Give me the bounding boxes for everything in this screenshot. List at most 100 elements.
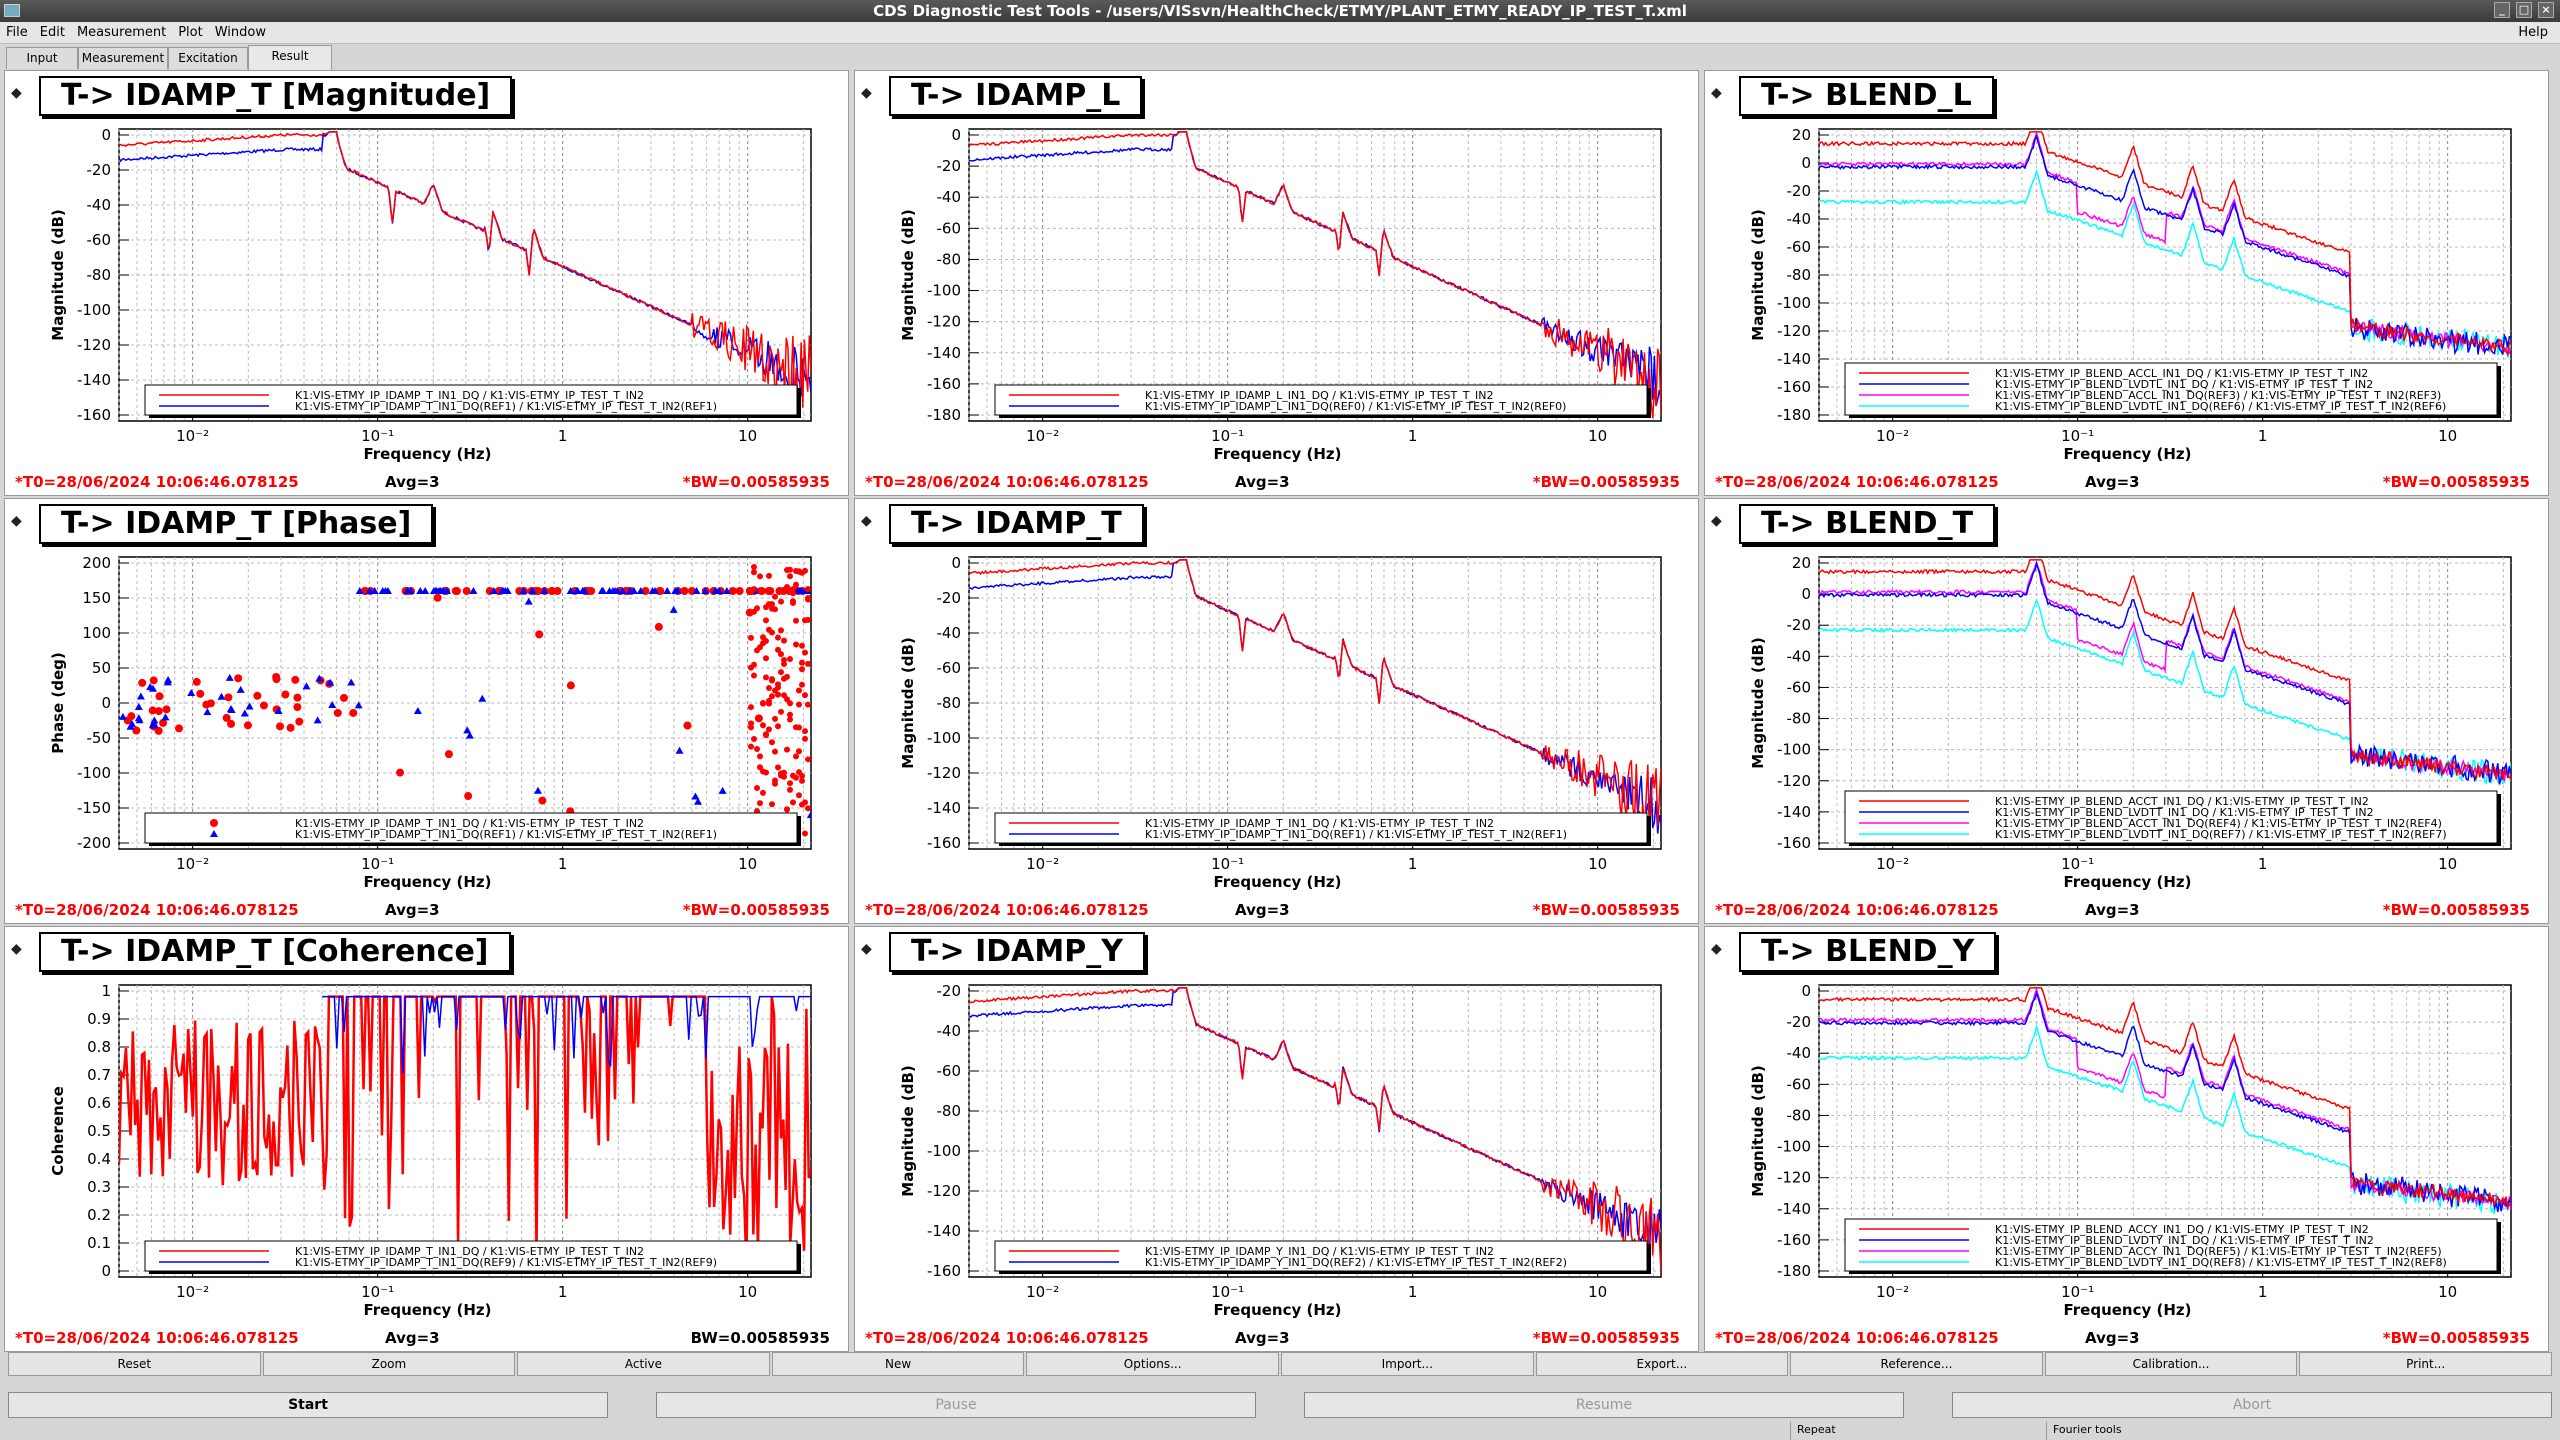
plot-canvas[interactable]: 0 -20 -40 -60 -80 -100 -120 -140 -160 -180 10⁻² 10⁻… bbox=[855, 71, 1699, 496]
button-reference[interactable]: Reference... bbox=[1790, 1352, 2043, 1376]
x-tick-label: 10 bbox=[2438, 427, 2457, 445]
phase-point bbox=[293, 703, 302, 712]
tab-result[interactable]: Result bbox=[248, 45, 332, 70]
phase-point bbox=[805, 701, 811, 708]
y-tick-label: -80 bbox=[937, 694, 962, 712]
plot-panel[interactable]: ◆ 200 150 100 50 0 -50 -100 -150 -200 10⁻² 10⁻¹ 1 10 P… bbox=[4, 498, 849, 924]
phase-point bbox=[187, 688, 196, 696]
tab-measurement[interactable]: Measurement bbox=[78, 47, 168, 69]
button-zoom[interactable]: Zoom bbox=[262, 1352, 516, 1376]
plot-canvas[interactable]: 0 -20 -40 -60 -80 -100 -120 -140 -160 -180 10⁻² 10⁻… bbox=[1705, 927, 2549, 1352]
tab-input[interactable]: Input bbox=[6, 47, 78, 69]
pause-button[interactable]: Pause bbox=[656, 1392, 1256, 1418]
x-tick-label: 1 bbox=[558, 855, 568, 873]
menu-help[interactable]: Help bbox=[2518, 25, 2548, 40]
plot-panel[interactable]: ◆ 0 -20 -40 -60 -80 -100 -120 -140 -160 -180 10⁻² 10… bbox=[1704, 926, 2549, 1352]
button-active[interactable]: Active bbox=[517, 1352, 770, 1376]
abort-button[interactable]: Abort bbox=[1952, 1392, 2552, 1418]
phase-point bbox=[315, 674, 324, 682]
close-button[interactable]: × bbox=[2538, 2, 2554, 18]
phase-point bbox=[802, 692, 808, 699]
plot-canvas[interactable]: 20 0 -20 -40 -60 -80 -100 -120 -140 -160 -180 10⁻² 1… bbox=[1705, 71, 2549, 496]
menu-measurement[interactable]: Measurement bbox=[76, 25, 167, 40]
plot-panel[interactable]: ◆ 20 0 -20 -40 -60 -80 -100 -120 -140 -160 10⁻² 10⁻¹… bbox=[1704, 498, 2549, 924]
panel-select-icon[interactable]: ◆ bbox=[1711, 941, 1722, 957]
x-tick-label: 1 bbox=[1408, 1283, 1418, 1301]
plot-panel[interactable]: ◆ 20 0 -20 -40 -60 -80 -100 -120 -140 -160 -180 10⁻²… bbox=[1704, 70, 2549, 496]
plot-canvas[interactable]: 200 150 100 50 0 -50 -100 -150 -200 10⁻² 10⁻¹ 1 10 Ph… bbox=[5, 499, 849, 924]
plot-panel[interactable]: ◆ 0 -20 -40 -60 -80 -100 -120 -140 -160 10⁻² 10⁻¹ 1 1… bbox=[4, 70, 849, 496]
phase-point bbox=[787, 786, 793, 793]
legend-entry: K1:VIS-ETMY_IP_BLEND_ACCL_IN1_DQ(REF3) /… bbox=[1995, 389, 2441, 402]
x-tick-label: 10⁻² bbox=[176, 855, 209, 873]
button-new[interactable]: New bbox=[771, 1352, 1025, 1376]
plot-canvas[interactable]: -20 -40 -60 -80 -100 -120 -140 -160 10⁻² 10⁻¹ 1 10 M… bbox=[855, 927, 1699, 1352]
panel-select-icon[interactable]: ◆ bbox=[11, 513, 22, 529]
phase-point bbox=[203, 708, 212, 716]
phase-point bbox=[150, 716, 159, 724]
avg-label: Avg=3 bbox=[1235, 473, 1290, 491]
resume-button[interactable]: Resume bbox=[1304, 1392, 1904, 1418]
plot-panel[interactable]: ◆ 0 -20 -40 -60 -80 -100 -120 -140 -160 10⁻² 10⁻¹ 1 1… bbox=[854, 498, 1699, 924]
plot-panel[interactable]: ◆ 1 0.9 0.8 0.7 0.6 0.5 0.4 0.3 0.2 0.1 0 10⁻² 10⁻¹ 1 1… bbox=[4, 926, 849, 1352]
panel-select-icon[interactable]: ◆ bbox=[11, 941, 22, 957]
start-button[interactable]: Start bbox=[8, 1392, 608, 1418]
x-tick-label: 10⁻² bbox=[1026, 427, 1059, 445]
phase-point bbox=[421, 587, 430, 594]
plot-panel[interactable]: ◆ 0 -20 -40 -60 -80 -100 -120 -140 -160 -180 10⁻² 10… bbox=[854, 70, 1699, 496]
y-tick-label: -80 bbox=[937, 1102, 962, 1120]
button-print[interactable]: Print... bbox=[2299, 1352, 2552, 1376]
button-calibration[interactable]: Calibration... bbox=[2044, 1352, 2298, 1376]
legend-entry: K1:VIS-ETMY_IP_BLEND_ACCL_IN1_DQ / K1:VI… bbox=[1995, 367, 2368, 380]
phase-point bbox=[489, 587, 498, 594]
button-options[interactable]: Options... bbox=[1026, 1352, 1279, 1376]
legend-box bbox=[144, 1240, 798, 1272]
plot-canvas[interactable]: 0 -20 -40 -60 -80 -100 -120 -140 -160 10⁻² 10⁻¹ 1 10… bbox=[5, 71, 849, 496]
panel-select-icon[interactable]: ◆ bbox=[11, 85, 22, 101]
phase-point bbox=[766, 685, 772, 692]
phase-point bbox=[784, 673, 790, 680]
legend-entry: K1:VIS-ETMY_IP_IDAMP_T_IN1_DQ / K1:VIS-E… bbox=[295, 389, 644, 402]
minimize-button[interactable]: _ bbox=[2494, 2, 2510, 18]
legend-entry: K1:VIS-ETMY_IP_BLEND_ACCT_IN1_DQ(REF4) /… bbox=[1995, 817, 2442, 830]
maximize-button[interactable]: □ bbox=[2516, 2, 2532, 18]
panel-select-icon[interactable]: ◆ bbox=[861, 513, 872, 529]
phase-point bbox=[775, 681, 781, 688]
y-tick-label: -160 bbox=[1777, 834, 1811, 852]
button-export[interactable]: Export... bbox=[1535, 1352, 1789, 1376]
t0-label: *T0=28/06/2024 10:06:46.078125 bbox=[15, 473, 299, 491]
legend-entry: K1:VIS-ETMY_IP_BLEND_LVDTT_IN1_DQ / K1:V… bbox=[1995, 806, 2374, 819]
button-import[interactable]: Import... bbox=[1280, 1352, 1534, 1376]
phase-point bbox=[790, 590, 796, 597]
avg-label: Avg=3 bbox=[385, 901, 440, 919]
plot-title: T-> IDAMP_T [Coherence] bbox=[39, 932, 511, 972]
menu-plot[interactable]: Plot bbox=[178, 25, 203, 40]
menu-window[interactable]: Window bbox=[214, 25, 266, 40]
panel-select-icon[interactable]: ◆ bbox=[1711, 85, 1722, 101]
phase-point bbox=[236, 685, 245, 693]
button-reset[interactable]: Reset bbox=[8, 1352, 261, 1376]
phase-point bbox=[754, 745, 760, 752]
phase-point bbox=[769, 801, 775, 808]
menu-file[interactable]: File bbox=[6, 25, 28, 40]
phase-point bbox=[805, 756, 811, 763]
y-tick-label: -120 bbox=[77, 336, 111, 354]
y-axis-label: Magnitude (dB) bbox=[1749, 1065, 1767, 1196]
phase-point bbox=[675, 746, 684, 754]
y-tick-label: 0 bbox=[951, 554, 961, 572]
panel-select-icon[interactable]: ◆ bbox=[861, 941, 872, 957]
panel-select-icon[interactable]: ◆ bbox=[861, 85, 872, 101]
plot-panel[interactable]: ◆ -20 -40 -60 -80 -100 -120 -140 -160 10⁻² 10⁻¹ 1 10… bbox=[854, 926, 1699, 1352]
menu-edit[interactable]: Edit bbox=[39, 25, 65, 40]
tab-excitation[interactable]: Excitation bbox=[168, 47, 248, 69]
plot-canvas[interactable]: 1 0.9 0.8 0.7 0.6 0.5 0.4 0.3 0.2 0.1 0 10⁻² 10⁻¹ 1 10… bbox=[5, 927, 849, 1352]
x-tick-label: 10 bbox=[1588, 1283, 1607, 1301]
plot-canvas[interactable]: 0 -20 -40 -60 -80 -100 -120 -140 -160 10⁻² 10⁻¹ 1 10… bbox=[855, 499, 1699, 924]
phase-point bbox=[793, 753, 799, 760]
panel-select-icon[interactable]: ◆ bbox=[1711, 513, 1722, 529]
y-tick-label: -50 bbox=[87, 729, 112, 747]
x-tick-label: 1 bbox=[1408, 427, 1418, 445]
y-axis-label: Magnitude (dB) bbox=[1749, 209, 1767, 340]
plot-canvas[interactable]: 20 0 -20 -40 -60 -80 -100 -120 -140 -160 10⁻² 10⁻¹ 1… bbox=[1705, 499, 2549, 924]
phase-point bbox=[155, 692, 164, 701]
